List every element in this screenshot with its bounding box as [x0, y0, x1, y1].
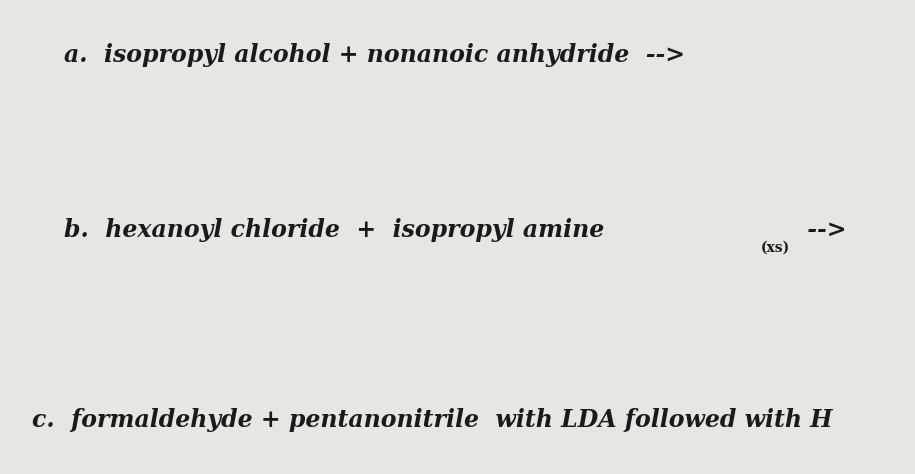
Text: a.  isopropyl alcohol + nonanoic anhydride  -->: a. isopropyl alcohol + nonanoic anhydrid… — [64, 43, 685, 67]
Text: b.  hexanoyl chloride  +  isopropyl amine: b. hexanoyl chloride + isopropyl amine — [64, 218, 604, 242]
Text: -->: --> — [799, 218, 846, 242]
Text: c.  formaldehyde + pentanonitrile  with LDA followed with H: c. formaldehyde + pentanonitrile with LD… — [32, 408, 833, 432]
Text: (xs): (xs) — [761, 240, 791, 254]
